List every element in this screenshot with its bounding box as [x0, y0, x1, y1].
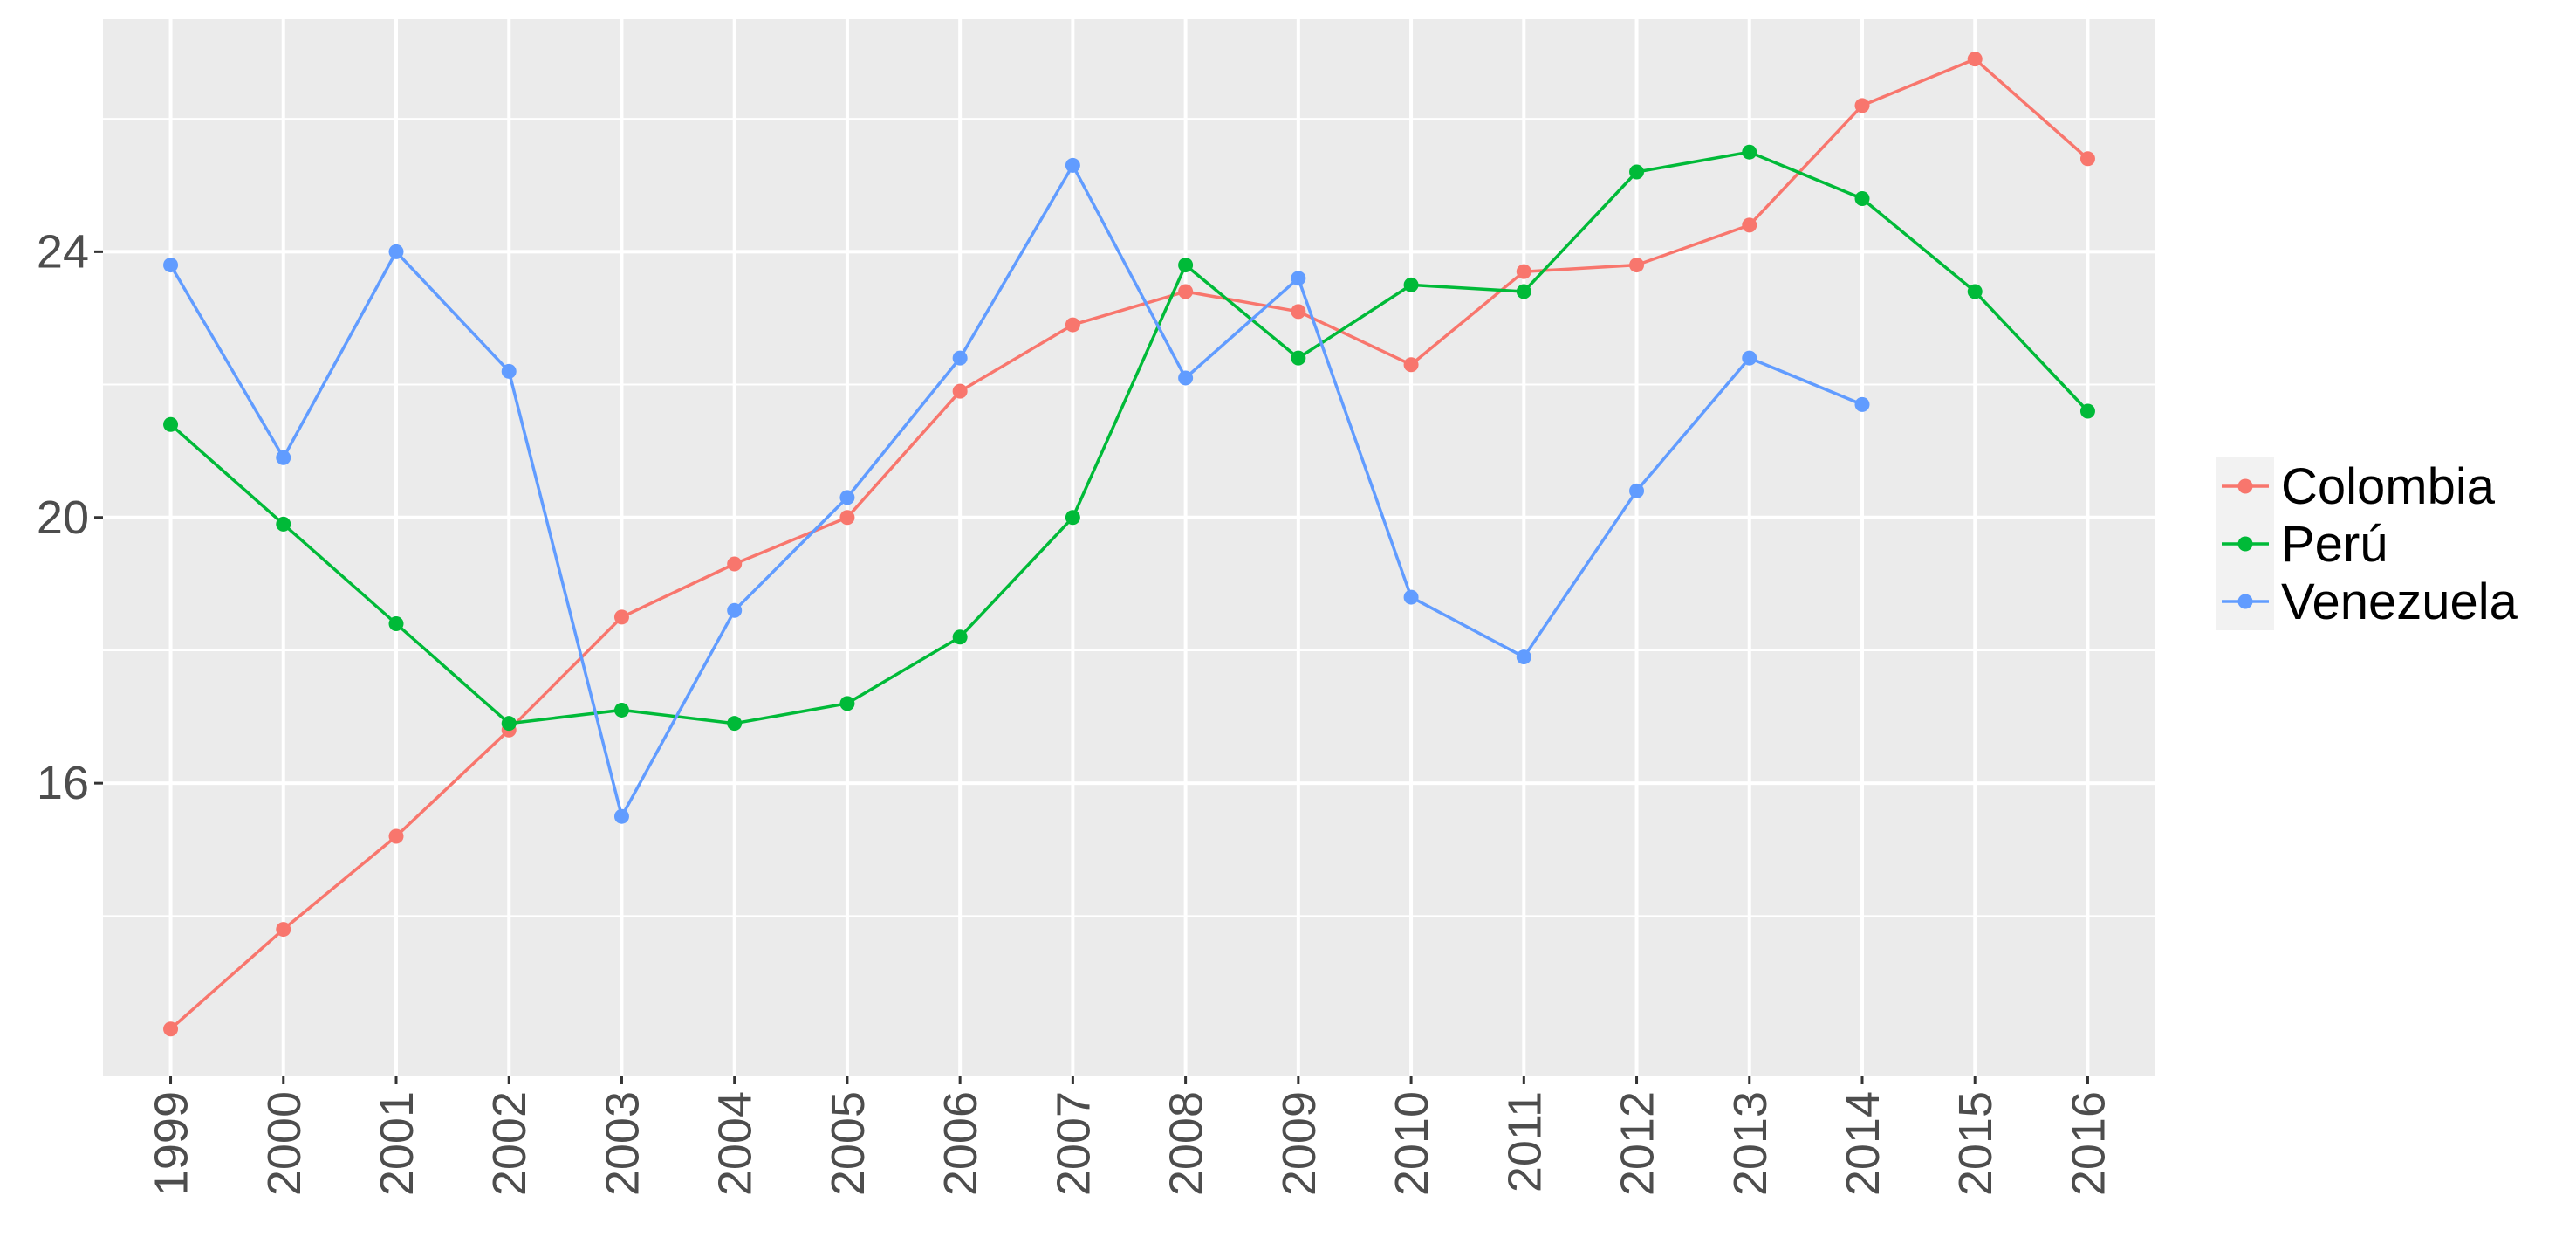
series-layer	[163, 52, 2095, 1037]
series-line-peru	[169, 150, 2089, 725]
legend-item-colombia: Colombia	[2216, 457, 2496, 515]
data-point-peru	[2079, 403, 2095, 419]
data-point-peru	[1854, 190, 1870, 206]
plot-panel	[103, 19, 2155, 1076]
data-point-colombia	[1065, 317, 1080, 333]
data-point-colombia	[727, 556, 743, 572]
legend-label: Perú	[2281, 516, 2388, 573]
data-point-peru	[1065, 510, 1080, 526]
x-tick-label: 2014	[1837, 1091, 1889, 1196]
data-point-peru	[1967, 284, 1983, 299]
data-point-venezuela	[1065, 157, 1080, 173]
data-point-colombia	[2079, 151, 2095, 167]
x-tick-label: 2005	[822, 1091, 874, 1196]
data-point-peru	[1178, 258, 1194, 273]
y-tick-label: 24	[37, 225, 89, 278]
x-axis: 1999 2000 2001 2002 2003 2004 2005 2006 2007 2008…	[146, 1076, 2114, 1196]
legend-item-peru: Perú	[2216, 515, 2388, 573]
major-gridlines	[103, 19, 2155, 1076]
data-point-venezuela	[1516, 649, 1531, 665]
x-tick-label: 2000	[258, 1091, 311, 1196]
series-peru	[163, 144, 2095, 732]
legend-key-point	[2237, 536, 2253, 552]
series-venezuela	[163, 157, 1870, 824]
minor-gridlines	[103, 118, 2155, 917]
data-point-colombia	[1742, 217, 1757, 233]
data-point-peru	[839, 696, 855, 711]
x-tick-label: 2001	[371, 1091, 423, 1196]
data-point-peru	[276, 516, 291, 532]
legend-key-point	[2237, 478, 2253, 494]
x-tick-label: 2012	[1612, 1091, 1664, 1196]
data-point-colombia	[839, 510, 855, 526]
data-point-peru	[613, 702, 629, 718]
legend-key-point	[2237, 594, 2253, 609]
x-tick-label: 2016	[2062, 1091, 2114, 1196]
data-point-venezuela	[163, 258, 179, 273]
data-point-colombia	[276, 922, 291, 938]
data-point-venezuela	[1854, 396, 1870, 412]
data-point-colombia	[1516, 264, 1531, 279]
data-point-colombia	[1967, 52, 1983, 67]
data-point-venezuela	[727, 602, 743, 618]
data-point-venezuela	[952, 350, 968, 366]
data-point-venezuela	[1291, 271, 1306, 286]
x-tick-label: 2007	[1047, 1091, 1100, 1196]
data-point-colombia	[163, 1021, 179, 1037]
data-point-colombia	[1854, 98, 1870, 113]
data-point-peru	[388, 616, 404, 632]
data-point-venezuela	[1178, 370, 1194, 386]
data-point-colombia	[613, 609, 629, 625]
x-tick-label: 2004	[709, 1091, 762, 1196]
legend-label: Venezuela	[2281, 574, 2518, 630]
data-point-peru	[1291, 350, 1306, 366]
data-point-peru	[501, 716, 517, 732]
data-point-venezuela	[1403, 589, 1419, 605]
legend-label: Colombia	[2281, 458, 2496, 515]
x-tick-label: 2015	[1949, 1091, 2002, 1196]
data-point-peru	[1516, 284, 1531, 299]
data-point-venezuela	[1742, 350, 1757, 366]
data-point-colombia	[388, 828, 404, 844]
data-point-peru	[1742, 144, 1757, 160]
x-tick-label: 2002	[483, 1091, 536, 1196]
series-colombia	[163, 52, 2095, 1037]
x-tick-label: 2008	[1161, 1091, 1213, 1196]
x-tick-label: 2011	[1498, 1091, 1551, 1192]
data-point-peru	[1403, 277, 1419, 292]
y-axis: 16 20 24	[37, 225, 103, 809]
x-tick-label: 2003	[596, 1091, 648, 1196]
data-point-peru	[1629, 164, 1645, 180]
x-tick-label: 2013	[1724, 1091, 1777, 1196]
data-point-venezuela	[501, 363, 517, 379]
data-point-venezuela	[613, 808, 629, 824]
data-point-venezuela	[276, 450, 291, 465]
x-tick-label: 2006	[935, 1091, 987, 1196]
series-line-venezuela	[168, 163, 1863, 818]
legend-item-venezuela: Venezuela	[2216, 573, 2518, 630]
data-point-colombia	[1291, 304, 1306, 320]
y-tick-label: 20	[37, 491, 89, 544]
x-tick-label: 2009	[1273, 1091, 1326, 1196]
series-line-colombia	[169, 57, 2089, 1031]
data-point-colombia	[1629, 258, 1645, 273]
data-point-colombia	[952, 383, 968, 399]
x-tick-label: 2010	[1386, 1091, 1438, 1196]
data-point-venezuela	[1629, 483, 1645, 498]
data-point-colombia	[1403, 357, 1419, 373]
data-point-venezuela	[388, 244, 404, 259]
data-point-peru	[952, 629, 968, 645]
y-tick-label: 16	[37, 757, 89, 809]
data-point-peru	[727, 716, 743, 732]
data-point-venezuela	[839, 490, 855, 505]
data-point-colombia	[1178, 284, 1194, 299]
x-tick-label: 1999	[146, 1091, 198, 1196]
data-point-peru	[163, 416, 179, 432]
